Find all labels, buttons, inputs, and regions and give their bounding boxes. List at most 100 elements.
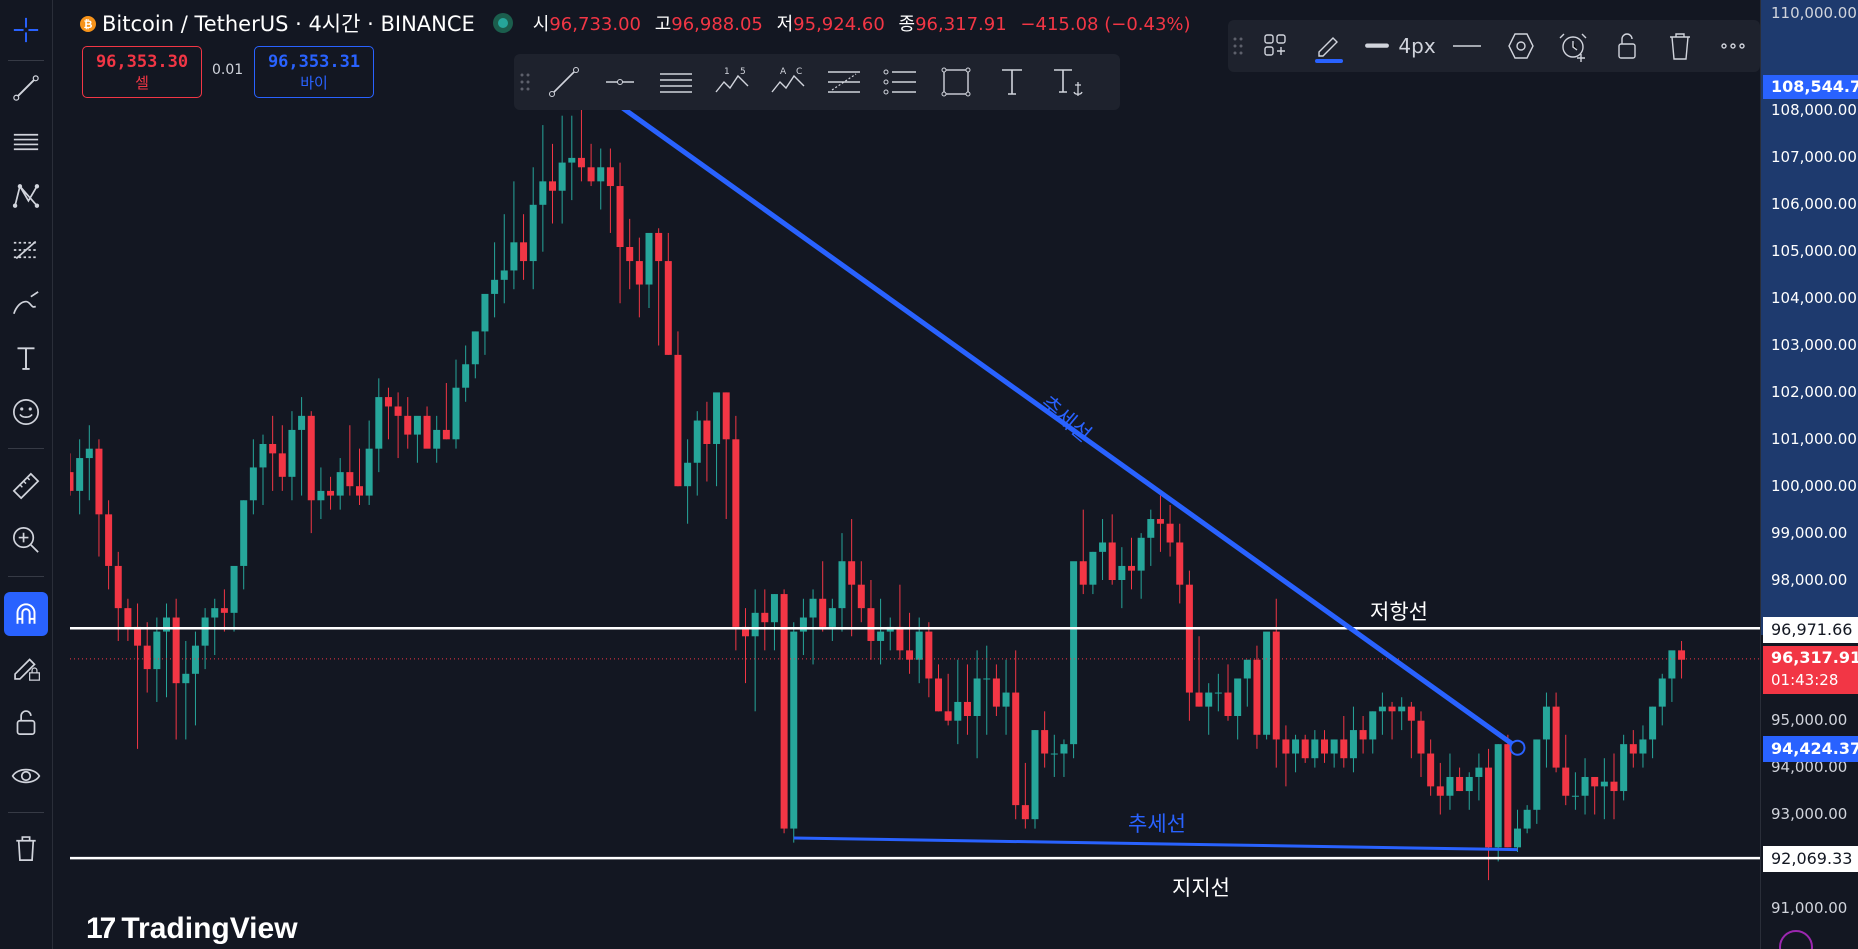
magnet-icon[interactable]: [4, 592, 48, 636]
candle-body: [220, 608, 228, 613]
drag-handle-icon[interactable]: [514, 72, 536, 92]
candle-body: [1099, 542, 1107, 552]
trend-line-icon[interactable]: [4, 66, 48, 110]
candle-body: [906, 650, 914, 660]
last-price: 96,317.91: [1771, 648, 1858, 667]
candle-body: [1282, 739, 1290, 754]
candle-body: [1523, 809, 1531, 829]
emoji-icon[interactable]: [4, 390, 48, 434]
fib-extension-icon[interactable]: [872, 60, 928, 104]
candle-body: [1649, 706, 1657, 740]
candle-body: [1407, 706, 1415, 721]
parallel-channel-icon[interactable]: [648, 60, 704, 104]
symbol-title[interactable]: Bitcoin / TetherUS · 4시간 · BINANCE: [102, 12, 475, 36]
settings-hex-icon[interactable]: [1494, 24, 1547, 68]
trendline-point-tag: 94,424.37: [1763, 736, 1858, 762]
sell-button[interactable]: 96,353.30 셀: [82, 46, 202, 98]
candle-body: [163, 617, 170, 632]
candle-body: [703, 420, 711, 444]
tradingview-mark-icon: 17: [86, 912, 116, 945]
left-toolbar: [0, 0, 53, 949]
crosshair-icon[interactable]: [4, 8, 48, 52]
chart-pane[interactable]: [70, 0, 1760, 949]
symbol-header: ₿ Bitcoin / TetherUS · 4시간 · BINANCE 시96…: [80, 8, 1199, 38]
ruler-icon[interactable]: [4, 464, 48, 508]
candle-body: [848, 561, 856, 585]
zoom-icon[interactable]: [4, 518, 48, 562]
candle-body: [1436, 786, 1444, 796]
templates-icon[interactable]: [1249, 24, 1302, 68]
brush-icon[interactable]: [4, 282, 48, 326]
text-tool-icon[interactable]: [984, 60, 1040, 104]
candle-body: [520, 242, 528, 262]
tradingview-logo-text: TradingView: [121, 912, 298, 945]
candle-body: [1224, 692, 1232, 717]
drawing-style-toolbar: 4px: [1228, 20, 1760, 72]
candle-body: [423, 415, 431, 449]
horizontal-ray-icon[interactable]: [592, 60, 648, 104]
candle-body: [1349, 730, 1357, 759]
candle-body: [626, 247, 634, 262]
candle-body: [1243, 659, 1251, 679]
line-icon[interactable]: [536, 60, 592, 104]
tradingview-logo[interactable]: 17 TradingView: [86, 912, 298, 946]
candlestick-chart[interactable]: [70, 0, 1760, 949]
candle-body: [606, 167, 614, 187]
candle-body: [1195, 692, 1203, 707]
candle-body: [954, 701, 962, 721]
candle-body: [404, 415, 412, 435]
candle-body: [780, 594, 788, 829]
fib-icon[interactable]: [4, 228, 48, 272]
price-tick: 102,000.00: [1771, 383, 1857, 401]
candle-body: [1253, 659, 1261, 735]
candle-body: [713, 392, 721, 444]
more-icon[interactable]: [1707, 24, 1760, 68]
candle-body: [1620, 744, 1628, 792]
eye-icon[interactable]: [4, 754, 48, 798]
bar-countdown: 01:43:28: [1771, 671, 1839, 689]
drag-handle-icon[interactable]: [1228, 36, 1249, 56]
candle-body: [992, 678, 1000, 707]
horizontal-lines-icon[interactable]: [4, 120, 48, 164]
lock-draw-icon[interactable]: [4, 646, 48, 690]
price-tick: 99,000.00: [1771, 524, 1848, 542]
support-label[interactable]: 지지선: [1172, 876, 1230, 900]
pattern-icon[interactable]: [4, 174, 48, 218]
pencil-color-icon[interactable]: [1302, 24, 1355, 68]
anchored-text-icon[interactable]: [1040, 60, 1096, 104]
fib-levels-icon[interactable]: [816, 60, 872, 104]
svg-text:A: A: [780, 67, 787, 77]
candle-body: [1581, 776, 1589, 796]
resistance-label[interactable]: 저항선: [1370, 600, 1428, 624]
candle-body: [1234, 678, 1242, 717]
rectangle-icon[interactable]: [928, 60, 984, 104]
candle-body: [1012, 692, 1020, 806]
candle-body: [732, 439, 740, 627]
candle-body: [1427, 753, 1435, 787]
price-scale[interactable]: 110,000.00 108,000.00 107,000.00 106,000…: [1760, 0, 1858, 949]
line-style-icon[interactable]: [1441, 24, 1494, 68]
trash-icon[interactable]: [1654, 24, 1707, 68]
line-width-icon[interactable]: 4px: [1355, 24, 1441, 68]
trash-icon[interactable]: [4, 826, 48, 870]
price-tick: 104,000.00: [1771, 289, 1857, 307]
candle-body: [1369, 711, 1377, 740]
unlock-icon[interactable]: [1600, 24, 1653, 68]
low-label: 저: [776, 14, 794, 35]
candle-body: [1629, 744, 1637, 754]
lower-trendline-label[interactable]: 추세선: [1128, 812, 1186, 836]
svg-text:5: 5: [740, 67, 746, 77]
alert-clock-icon[interactable]: [1547, 24, 1600, 68]
lightning-icon[interactable]: [1779, 930, 1813, 949]
candle-body: [558, 162, 566, 191]
candle-body: [462, 364, 470, 388]
candle-body: [983, 678, 991, 680]
lock-icon[interactable]: [4, 700, 48, 744]
candles: [70, 106, 1686, 881]
price-tick: 107,000.00: [1771, 148, 1857, 166]
text-icon[interactable]: [4, 336, 48, 380]
buy-button[interactable]: 96,353.31 바이: [254, 46, 374, 98]
